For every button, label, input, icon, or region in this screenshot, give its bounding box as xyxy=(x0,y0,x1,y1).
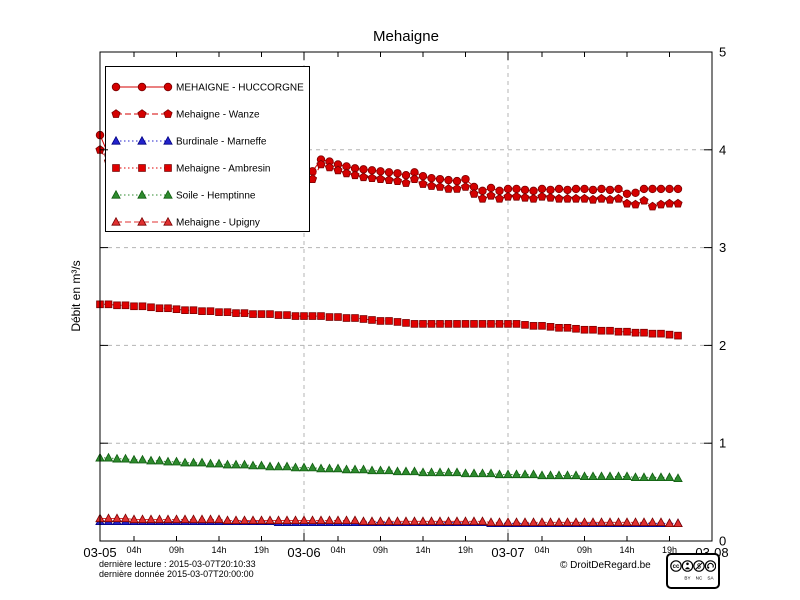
legend-label-wanze: Mehaigne - Wanze xyxy=(176,110,260,121)
legend-label-huccorgne: MEHAIGNE - HUCCORGNE xyxy=(176,83,304,94)
legend-item-huccorgne: MEHAIGNE - HUCCORGNE xyxy=(111,83,304,94)
nc-label: NC xyxy=(696,576,703,581)
y-tick-label: 3 xyxy=(719,240,726,255)
last-read-text: dernière lecture : 2015-03-07T20:10:33 xyxy=(99,559,256,569)
series-hemptinne xyxy=(95,452,683,483)
x-tick-label: 09h xyxy=(577,545,592,555)
legend-label-upigny: Mehaigne - Upigny xyxy=(176,218,260,229)
by-label: BY xyxy=(684,576,690,581)
x-tick-label: 19h xyxy=(458,545,473,555)
x-tick-label: 03-05 xyxy=(83,545,116,560)
y-tick-label: 2 xyxy=(719,338,726,353)
cc-icon: cc xyxy=(670,560,682,572)
y-tick-label: 1 xyxy=(719,436,726,451)
legend-item-hemptinne: Soile - Hemptinne xyxy=(111,189,256,202)
chart-title: Mehaigne xyxy=(373,28,439,45)
nc-icon: $ xyxy=(693,560,705,572)
legend-label-marneffe: Burdinale - Marneffe xyxy=(176,137,267,148)
last-data-text: dernière donnée 2015-03-07T20:00:00 xyxy=(99,569,254,579)
by-person-icon xyxy=(681,560,694,572)
x-tick-label: 19h xyxy=(254,545,269,555)
legend-item-ambresin: Mehaigne - Ambresin xyxy=(112,164,271,175)
legend: MEHAIGNE - HUCCORGNE Mehaigne - Wanze Burd… xyxy=(105,66,310,232)
copyright-text: © DroitDeRegard.be xyxy=(560,560,651,571)
cc-license-badge[interactable]: cc $ BY NC SA xyxy=(666,553,720,589)
sa-label: SA xyxy=(707,576,714,581)
x-tick-label: 09h xyxy=(169,545,184,555)
x-tick-label: 03-07 xyxy=(491,545,524,560)
y-tick-label: 0 xyxy=(719,534,726,549)
y-tick-label: 4 xyxy=(719,142,726,157)
legend-label-hemptinne: Soile - Hemptinne xyxy=(176,191,256,202)
legend-label-ambresin: Mehaigne - Ambresin xyxy=(176,164,271,175)
series-upigny xyxy=(95,513,683,527)
x-tick-label: 14h xyxy=(619,545,634,555)
footer-status: dernière lecture : 2015-03-07T20:10:33 d… xyxy=(99,559,256,579)
x-tick-label: 19h xyxy=(662,545,677,555)
plot-border xyxy=(99,51,713,542)
sa-icon xyxy=(704,560,716,572)
axis-ticks xyxy=(99,51,713,542)
x-tick-label: 09h xyxy=(373,545,388,555)
y-tick-label: 5 xyxy=(719,45,726,60)
svg-text:$: $ xyxy=(697,563,701,570)
legend-item-wanze: Mehaigne - Wanze xyxy=(111,109,260,121)
axis-labels: 03-05 04h 09h 14h 19h 03-06 04h 09h 14h 19h 03-07 0… xyxy=(83,45,728,561)
x-tick-label: 04h xyxy=(126,545,141,555)
legend-item-marneffe: Burdinale - Marneffe xyxy=(111,135,267,148)
x-tick-label: 03-06 xyxy=(287,545,320,560)
x-tick-label: 14h xyxy=(415,545,430,555)
x-tick-label: 04h xyxy=(330,545,345,555)
x-tick-label: 14h xyxy=(211,545,226,555)
series-ambresin xyxy=(96,300,682,340)
svg-text:cc: cc xyxy=(673,564,680,570)
cc-badge-icons: cc $ BY NC SA xyxy=(670,560,716,581)
legend-item-upigny: Mehaigne - Upigny xyxy=(111,216,260,229)
grid-lines xyxy=(100,52,712,541)
x-tick-label: 04h xyxy=(534,545,549,555)
